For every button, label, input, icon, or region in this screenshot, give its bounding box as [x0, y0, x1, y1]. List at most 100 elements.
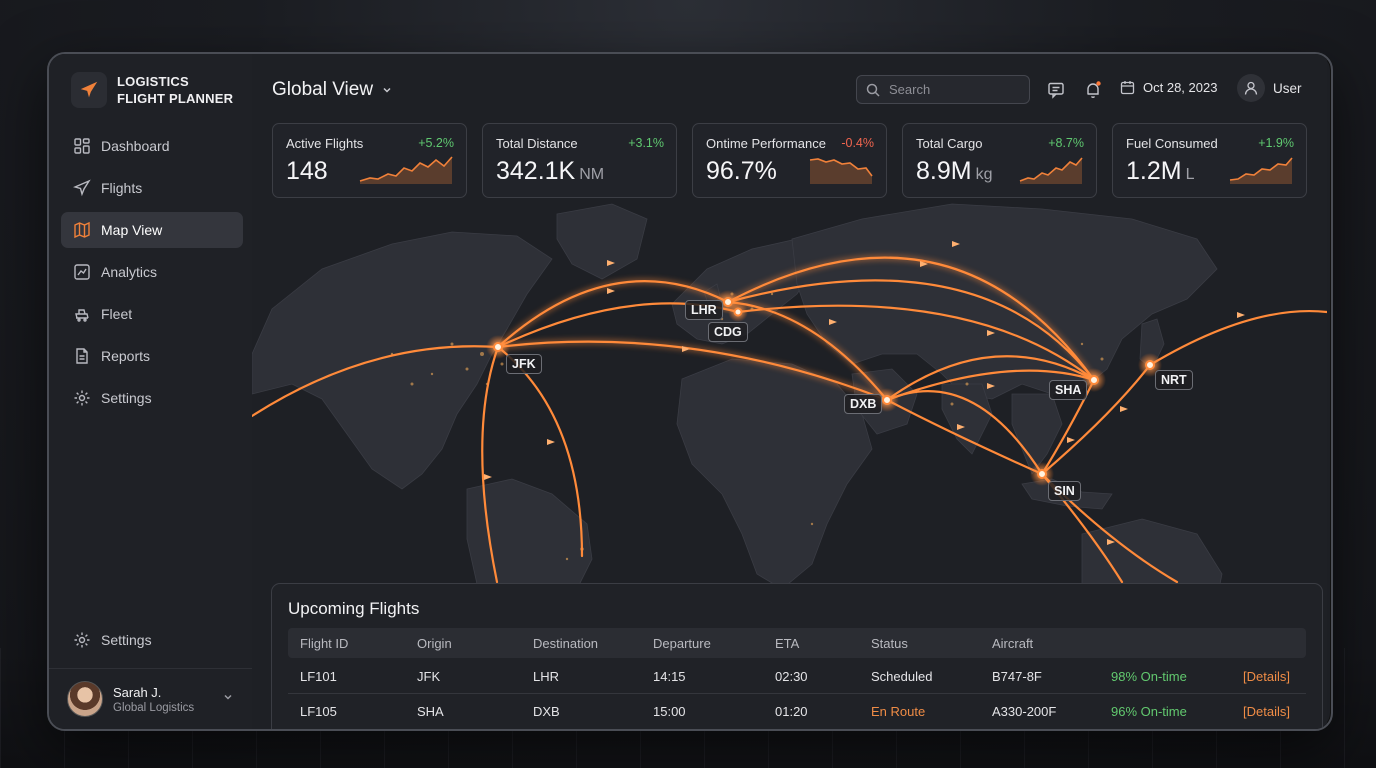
- flight-routes: [252, 255, 1327, 584]
- user-menu[interactable]: User: [1237, 74, 1302, 102]
- view-title: Global View: [272, 79, 374, 100]
- kpi-card-total-distance[interactable]: Total Distance +3.1% 342.1K NM: [482, 123, 677, 198]
- app-name-line2: FLIGHT PLANNER: [117, 91, 234, 106]
- kpi-number: 148: [286, 157, 328, 185]
- kpi-delta: +1.9%: [1258, 136, 1294, 150]
- sidebar-nav: Dashboard Flights Map View Analytics Fle…: [61, 128, 243, 422]
- upcoming-flights-panel: Upcoming Flights Flight ID Origin Destin…: [271, 583, 1323, 729]
- table-row[interactable]: LF101 JFK LHR 14:15 02:30 Scheduled B747…: [288, 659, 1306, 694]
- sidebar-item-label: Map View: [101, 222, 163, 238]
- column-header[interactable]: Destination: [533, 636, 599, 651]
- column-header[interactable]: ETA: [775, 636, 800, 651]
- city-label-jfk[interactable]: JFK: [506, 354, 542, 374]
- calendar-icon: [1120, 81, 1135, 95]
- user-name: Sarah J.: [113, 684, 162, 700]
- departure: 14:15: [653, 669, 686, 684]
- plane-markers: [484, 241, 1245, 545]
- user-label: User: [1273, 80, 1302, 96]
- flight-id: LF101: [300, 669, 337, 684]
- sparkline: [1019, 157, 1083, 184]
- sidebar-item-label: Settings: [101, 632, 152, 648]
- aircraft: A330-200F: [992, 704, 1057, 719]
- gear-icon: [74, 632, 90, 648]
- kpi-value: 342.1K NM: [496, 157, 604, 186]
- kpi-label: Total Cargo: [916, 136, 983, 151]
- destination: DXB: [533, 704, 560, 719]
- fleet-icon: [75, 309, 89, 322]
- chevron-down-icon: [383, 87, 391, 93]
- kpi-card-fuel-consumed[interactable]: Fuel Consumed +1.9% 1.2M L: [1112, 123, 1307, 198]
- city-label-nrt[interactable]: NRT: [1155, 370, 1193, 390]
- top-bar: Global View Oct 28, 2023 User: [252, 54, 1331, 122]
- reports-icon: [76, 348, 88, 364]
- sidebar-item-map-view[interactable]: Map View: [61, 212, 243, 248]
- kpi-card-active-flights[interactable]: Active Flights +5.2% 148: [272, 123, 467, 198]
- origin: JFK: [417, 669, 441, 684]
- departure: 15:00: [653, 704, 686, 719]
- date-text: Oct 28, 2023: [1143, 80, 1218, 95]
- kpi-number: 1.2M: [1126, 157, 1182, 185]
- sidebar-item-analytics[interactable]: Analytics: [61, 254, 243, 290]
- column-header[interactable]: Status: [871, 636, 908, 651]
- city-label-dxb[interactable]: DXB: [844, 394, 883, 414]
- column-header[interactable]: Departure: [653, 636, 711, 651]
- search-icon: [866, 83, 880, 97]
- bell-icon[interactable]: [1084, 81, 1102, 99]
- sparkline: [359, 156, 453, 184]
- details-link[interactable]: [Details]: [1243, 669, 1290, 684]
- city-label-sin[interactable]: SIN: [1048, 481, 1081, 501]
- sidebar-item-settings-bottom[interactable]: Settings: [61, 622, 243, 658]
- kpi-card-total-cargo[interactable]: Total Cargo +8.7% 8.9M kg: [902, 123, 1097, 198]
- column-header[interactable]: Origin: [417, 636, 452, 651]
- sidebar-item-settings[interactable]: Settings: [61, 380, 243, 416]
- map-icon: [74, 221, 90, 239]
- main-area: LHR CDG JFK DXB SHA NRT SIN Global View …: [252, 54, 1331, 729]
- city-label-lhr[interactable]: LHR: [685, 300, 723, 320]
- kpi-unit: NM: [579, 166, 605, 183]
- user-icon: [1237, 74, 1265, 102]
- chevron-down-icon[interactable]: [222, 691, 234, 703]
- search-box[interactable]: [856, 75, 1030, 104]
- sidebar: LOGISTICS FLIGHT PLANNER Dashboard Fligh…: [49, 54, 253, 729]
- column-header[interactable]: Aircraft: [992, 636, 1034, 651]
- kpi-number: 342.1K: [496, 157, 576, 185]
- origin: SHA: [417, 704, 444, 719]
- analytics-icon: [74, 264, 90, 280]
- kpi-unit: kg: [975, 166, 993, 183]
- view-selector[interactable]: Global View: [272, 79, 393, 101]
- table-row[interactable]: LF105 SHA DXB 15:00 01:20 En Route A330-…: [288, 694, 1306, 728]
- sidebar-item-label: Reports: [101, 348, 151, 364]
- sidebar-item-label: Flights: [101, 180, 143, 196]
- details-link[interactable]: [Details]: [1243, 704, 1290, 719]
- user-org: Global Logistics: [113, 701, 195, 714]
- kpi-card-ontime-performance[interactable]: Ontime Performance -0.4% 96.7%: [692, 123, 887, 198]
- gear-icon: [74, 390, 90, 406]
- city-label-cdg[interactable]: CDG: [708, 322, 748, 342]
- destination: LHR: [533, 669, 560, 684]
- kpi-delta: +3.1%: [628, 136, 664, 150]
- user-profile[interactable]: Sarah J. Global Logistics: [49, 668, 252, 729]
- hub-markers: [486, 290, 1162, 486]
- sidebar-item-label: Dashboard: [101, 138, 170, 154]
- column-header[interactable]: Flight ID: [300, 636, 349, 651]
- kpi-label: Active Flights: [286, 136, 364, 151]
- sidebar-item-reports[interactable]: Reports: [61, 338, 243, 374]
- kpi-value: 1.2M L: [1126, 157, 1195, 186]
- status: Scheduled: [871, 669, 933, 684]
- sidebar-item-fleet[interactable]: Fleet: [61, 296, 243, 332]
- flight-id: LF105: [300, 704, 337, 719]
- sparkline: [1229, 157, 1293, 184]
- kpi-delta: +5.2%: [418, 136, 454, 150]
- kpi-value: 96.7%: [706, 157, 777, 186]
- panel-title: Upcoming Flights: [288, 599, 420, 618]
- app-logo: LOGISTICS FLIGHT PLANNER: [71, 72, 233, 108]
- sidebar-item-flights[interactable]: Flights: [61, 170, 243, 206]
- sidebar-item-dashboard[interactable]: Dashboard: [61, 128, 243, 164]
- plane-icon: [73, 179, 91, 197]
- date-display[interactable]: Oct 28, 2023: [1120, 80, 1217, 95]
- city-label-sha[interactable]: SHA: [1049, 380, 1088, 400]
- chat-icon[interactable]: [1047, 81, 1065, 99]
- status: En Route: [871, 704, 926, 719]
- search-input[interactable]: [887, 81, 1021, 98]
- sparkline: [809, 158, 873, 184]
